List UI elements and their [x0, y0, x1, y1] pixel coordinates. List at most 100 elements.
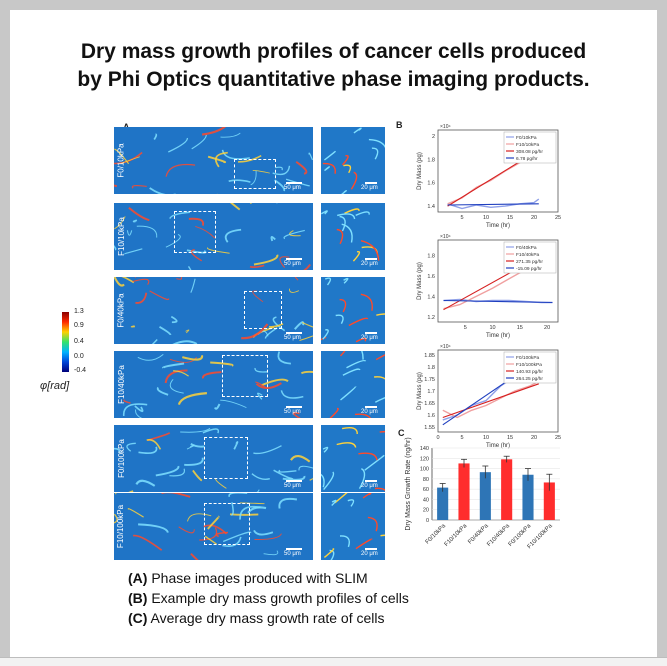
scale-bar [286, 480, 302, 482]
scale-bar [365, 480, 377, 482]
bar [522, 474, 534, 520]
zoom-region-box [204, 437, 248, 479]
y-tick-label: 1.6 [427, 274, 435, 280]
legend-label: F0/40kPa [516, 245, 537, 251]
scale-bar [365, 332, 377, 334]
x-tick-label: 10 [483, 435, 489, 441]
y-tick-label: 120 [420, 456, 429, 462]
caption-b-text: Example dry mass growth profiles of cell… [147, 590, 409, 606]
phase-image-zoom: 20 μm [321, 351, 385, 418]
caption-a-letter: (A) [128, 570, 148, 586]
y-axis-label: Dry Mass Growth Rate (ng/hr) [405, 437, 412, 530]
row-label: F10/100kPa [114, 493, 128, 560]
scale-label: 50 μm [284, 409, 301, 415]
legend-label: F10/10kPa [516, 142, 540, 148]
row-label-text: F0/100kPa [116, 439, 126, 478]
row-label: F0/10kPa [114, 127, 128, 194]
footer-strip [0, 657, 667, 666]
title-line-2: by Phi Optics quantitative phase imaging… [77, 68, 590, 91]
x-tick-label: 25 [555, 435, 561, 441]
y-tick-label: 1.75 [424, 377, 435, 383]
y-tick-label: 0 [426, 518, 429, 524]
bar [543, 482, 555, 520]
y-tick-label: 1.65 [424, 401, 435, 407]
row-label-text: F0/10kPa [116, 143, 126, 178]
caption-b: (B) Example dry mass growth profiles of … [128, 588, 409, 608]
row-label: F10/40kPa [114, 351, 128, 418]
series-line [442, 383, 539, 419]
panel-letter-c: C [398, 428, 405, 438]
legend-label: 140.93 pg/hr [516, 369, 543, 375]
scale-bar [286, 258, 302, 260]
x-tick-label: 5 [460, 215, 463, 221]
x-tick-label: 25 [555, 215, 561, 221]
scale-bar [286, 406, 302, 408]
y-tick-label: 140 [420, 446, 429, 452]
y-tick-label: 1.6 [427, 181, 435, 187]
phase-image-main: F0/100kPa 50 μm [114, 425, 313, 492]
row-label-text: F0/40kPa [116, 293, 126, 328]
x-tick-label: 5 [460, 435, 463, 441]
bar [479, 472, 491, 520]
phase-image-zoom: 20 μm [321, 425, 385, 492]
series-line [443, 299, 553, 304]
scale-bar [365, 548, 377, 550]
row-label: F0/100kPa [114, 425, 128, 492]
scale-bar [365, 258, 377, 260]
scale-label: 50 μm [284, 483, 301, 489]
y-tick-label: 1.8 [427, 253, 435, 259]
scale-label: 20 μm [361, 483, 378, 489]
bar [458, 463, 470, 520]
colorbar-tick: 0.0 [74, 353, 84, 360]
growth-chart-f40kpa: ×10⁴ 5 10 15 20 1.2 1.4 1.6 1.8 Time (hr) Dry Mass… [417, 234, 559, 339]
y-tick-label: 80 [423, 477, 429, 483]
scale-label: 50 μm [284, 185, 301, 191]
caption-c-letter: (C) [128, 610, 148, 626]
series-line [442, 380, 540, 419]
legend-label: 308.08 pg/hr [516, 149, 543, 155]
row-label: F10/10kPa [114, 203, 128, 270]
phase-colorbar [62, 312, 69, 372]
legend-label: 264.25 pg/hr [516, 376, 543, 382]
y-tick-label: 1.85 [424, 353, 435, 359]
series-line [447, 203, 539, 206]
legend-label: F10/100kPa [516, 362, 542, 368]
panel-letter-b: B [396, 120, 403, 130]
zoom-region-box [174, 211, 216, 253]
y-tick-label: 1.4 [427, 204, 435, 210]
scale-bar [365, 406, 377, 408]
colorbar-tick: -0.4 [74, 367, 87, 374]
phase-image-main: F10/40kPa 50 μm [114, 351, 313, 418]
x-axis-label: Time (hr) [486, 223, 510, 229]
scale-bar [286, 182, 302, 184]
caption-c: (C) Average dry mass growth rate of cell… [128, 608, 385, 628]
exponent-label: ×10⁴ [440, 124, 451, 130]
phase-image-main: F10/10kPa 50 μm [114, 203, 313, 270]
y-tick-label: 1.55 [424, 425, 435, 431]
phase-image-zoom: 20 μm [321, 277, 385, 344]
colorbar-tick: 0.4 [74, 338, 84, 345]
y-tick-label: 1.4 [427, 294, 435, 300]
zoom-region-box [204, 503, 250, 545]
exponent-label: ×10⁴ [440, 234, 451, 240]
scale-label: 50 μm [284, 551, 301, 557]
legend-label: F0/100kPa [516, 355, 540, 361]
zoom-region-box [234, 159, 276, 189]
x-tick-label: 20 [544, 325, 550, 331]
growth-chart-f100kpa: ×10⁴ 0 5 10 15 20 25 1.55 1.6 1.65 1.7 1.75 1.8 1.85 T… [417, 344, 561, 449]
scale-bar [286, 548, 302, 550]
x-tick-label: 15 [507, 215, 513, 221]
y-tick-label: 1.7 [427, 389, 435, 395]
series-line [447, 198, 540, 210]
y-tick-label: 2 [432, 134, 435, 140]
y-axis-label: Dry Mass (pg) [417, 152, 423, 190]
x-tick-label: 15 [507, 435, 513, 441]
x-tick-label: 0 [436, 435, 439, 441]
scale-label: 20 μm [361, 335, 378, 341]
y-tick-label: 40 [423, 497, 429, 503]
title-line-1: Dry mass growth profiles of cancer cells… [80, 40, 587, 63]
scale-label: 50 μm [284, 261, 301, 267]
scale-bar [286, 332, 302, 334]
colorbar-tick: 0.9 [74, 322, 84, 329]
